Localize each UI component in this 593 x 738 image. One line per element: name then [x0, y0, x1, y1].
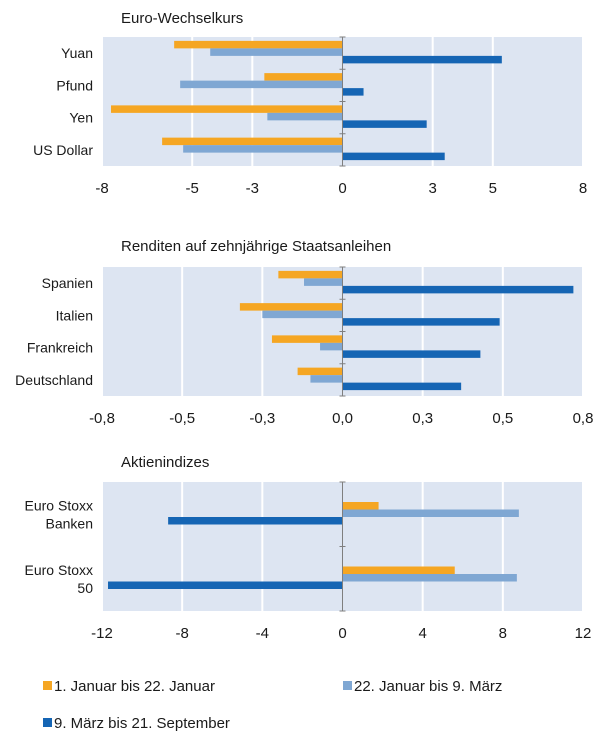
legend-label: 9. März bis 21. September [54, 715, 230, 732]
legend-label: 1. Januar bis 22. Januar [54, 678, 215, 695]
legend-swatch [43, 718, 52, 727]
tick-label: 0,5 [492, 410, 513, 427]
bar [278, 270, 343, 279]
tick-label: -0,8 [89, 410, 115, 427]
tick-label: -0,3 [249, 410, 275, 427]
category-label: Yuan [61, 45, 93, 61]
chart-panel-2: Renditen auf zehnjährige Staatsanleihen S… [15, 238, 593, 427]
legend-swatch [43, 681, 52, 690]
bar [342, 285, 574, 294]
bar [264, 73, 343, 81]
bar [111, 105, 343, 113]
bar [183, 145, 343, 153]
chart-panel-1: Euro-Wechselkurs Yuan Pfund Yen US Dollar -8 -… [33, 10, 587, 197]
bar [297, 367, 343, 376]
legend-swatch [343, 681, 352, 690]
tick-label: 5 [489, 180, 497, 197]
tick-label: 0,8 [573, 410, 593, 427]
bar [180, 80, 343, 89]
bar [168, 517, 343, 525]
bar [342, 88, 364, 96]
tick-label: -3 [246, 180, 259, 197]
bar [239, 303, 343, 311]
legend-label: 22. Januar bis 9. März [354, 678, 502, 695]
bar [210, 48, 343, 56]
chart-title: Aktienindizes [121, 454, 209, 471]
bar [342, 318, 500, 326]
category-label: Spanien [42, 275, 93, 291]
tick-label: -8 [175, 625, 188, 642]
category-label: US Dollar [33, 142, 93, 158]
category-label: Euro Stoxx 50 [25, 562, 94, 596]
bar [262, 310, 343, 319]
bar [267, 112, 343, 121]
chart-title: Renditen auf zehnjährige Staatsanleihen [121, 238, 391, 255]
bar [342, 509, 519, 517]
tick-label: -4 [256, 625, 269, 642]
tick-label: 0 [338, 625, 346, 642]
bar [342, 574, 517, 582]
category-label: Pfund [56, 77, 93, 93]
tick-label: 0 [338, 180, 346, 197]
tick-label: 0,0 [332, 410, 353, 427]
bar [342, 350, 481, 358]
tick-label: 3 [429, 180, 437, 197]
tick-label: -12 [91, 625, 113, 642]
bar [162, 137, 343, 146]
legend-item: 22. Januar bis 9. März [343, 678, 502, 695]
bar [342, 566, 455, 574]
bar [320, 342, 343, 351]
category-label: Deutschland [15, 372, 93, 388]
bar [310, 375, 343, 383]
bar [342, 152, 445, 161]
bar [342, 502, 379, 510]
bar [342, 120, 427, 128]
bar [174, 40, 343, 49]
legend-item: 1. Januar bis 22. Januar [43, 678, 215, 695]
tick-label: 4 [418, 625, 426, 642]
tick-label: -8 [95, 180, 108, 197]
category-label: Frankreich [27, 340, 93, 356]
bar [342, 382, 462, 391]
bar [271, 335, 343, 343]
chart-panel-3: Aktienindizes Euro Stoxx Banken Euro Stoxx 5… [25, 454, 592, 642]
tick-label: 0,3 [412, 410, 433, 427]
chart-title: Euro-Wechselkurs [121, 10, 243, 27]
tick-label: 12 [575, 625, 592, 642]
tick-label: -0,5 [169, 410, 195, 427]
category-label: Italien [56, 307, 93, 323]
bar [342, 55, 502, 64]
bar [108, 581, 343, 589]
legend: 1. Januar bis 22. Januar 22. Januar bis 9… [43, 678, 502, 732]
tick-label: 8 [499, 625, 507, 642]
tick-label: -5 [186, 180, 199, 197]
bar [304, 278, 343, 286]
legend-item: 9. März bis 21. September [43, 715, 230, 732]
category-label: Yen [69, 110, 93, 126]
category-label: Euro Stoxx Banken [25, 497, 93, 531]
tick-label: 8 [579, 180, 587, 197]
